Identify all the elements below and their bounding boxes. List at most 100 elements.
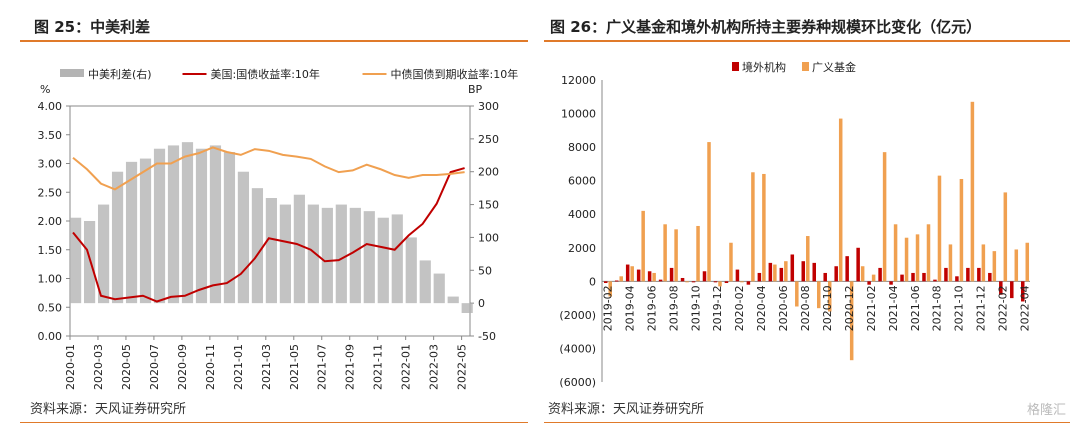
spread-bar [349,207,361,304]
y-right-unit: BP [468,83,483,96]
broad-fund-bar [652,272,656,282]
broad-fund-bar [817,281,821,309]
broad-fund-bar [915,234,920,282]
y-tick-label: 12000 [561,74,596,87]
x-tick-label: 2019-08 [667,285,680,331]
spread-bar [447,296,459,304]
foreign-inst-bar [845,256,849,282]
foreign-inst-bar [922,272,926,282]
bottom-divider [20,422,528,423]
y-right-tick-label: 150 [478,199,499,212]
spread-bar [377,217,389,304]
broad-fund-bar [641,210,645,282]
broad-fund-bar [1025,242,1030,282]
broad-fund-bar [970,101,975,282]
spread-bar [83,221,96,304]
x-tick-label: 2020-08 [799,285,812,331]
legend-swatch [732,62,739,71]
x-tick-label: 2021-09 [344,344,357,390]
y-tick-label: 0 [589,275,596,288]
broad-fund-bar [674,229,678,282]
spread-bar [195,148,208,304]
y-right-tick-label: 50 [478,264,492,277]
foreign-inst-bar [966,267,970,282]
y-tick-label: 2000 [568,242,596,255]
chart-title: 图 26：广义基金和境外机构所持主要券种规模环比变化（亿元） [550,18,982,36]
x-tick-label: 2020-07 [148,344,161,390]
x-tick-label: 2019-12 [711,285,724,331]
spread-bar [97,204,110,304]
foreign-inst-bar [724,281,729,284]
x-tick-label: 2019-04 [623,285,636,331]
spread-bars [70,142,473,313]
x-tick-label: 2021-12 [975,285,988,331]
source-note: 资料来源：天风证券研究所 [548,402,705,417]
foreign-inst-bar [625,264,630,282]
x-tick-label: 2022-01 [400,344,413,390]
foreign-inst-bar [944,267,948,282]
x-tick-label: 2020-04 [755,285,768,331]
x-tick-label: 2020-02 [733,285,746,331]
broad-fund-bar [926,224,931,282]
foreign-inst-bar [757,272,762,282]
legend: 境外机构 广义基金 [732,60,856,74]
broad-fund-bar [663,224,667,282]
y-left-tick-label: 2.50 [38,186,63,199]
foreign-inst-bar [735,269,740,282]
spread-bar [391,214,403,304]
spread-bar [293,194,305,304]
broad-fund-bar [784,261,788,282]
x-tick-label: 2022-05 [456,344,469,390]
spread-bar [433,273,445,304]
broad-fund-bar [795,281,799,307]
y-left-tick-label: 4.00 [38,100,63,113]
x-tick-label: 2019-06 [645,285,658,331]
x-tick-label: 2020-05 [120,344,133,390]
broad-fund-bar [882,152,887,282]
x-tick-label: 2022-03 [428,344,441,390]
legend: 中美利差(右) 美国:国债收益率:10年 中债国债到期收益率:10年 [60,67,518,81]
broad-fund-bar [740,281,744,283]
broad-fund-bar [762,173,766,282]
foreign-inst-bar [702,271,707,282]
y-tick-label: 8000 [568,141,596,154]
x-tick-label: 2020-09 [176,344,189,390]
y-tick-label: (6000) [559,376,596,389]
broad-fund-bar [849,281,854,361]
y-left-tick-label: 0.50 [38,301,63,314]
watermark-logo: 格隆汇 [1026,403,1066,418]
legend-label: 中债国债到期收益率:10年 [391,67,519,81]
spread-bar [251,188,264,304]
foreign-inst-bar [790,254,795,282]
foreign-inst-bar [680,277,685,282]
foreign-inst-bar [691,281,696,283]
y-right-tick-label: 300 [478,100,499,113]
y-right-tick-label: 100 [478,231,499,244]
foreign-inst-bar [603,281,608,284]
legend-label: 中美利差(右) [88,67,152,81]
broad-fund-bar [1014,249,1019,282]
x-tick-label: 2022-02 [997,285,1010,331]
x-tick-label: 2022-04 [1019,285,1032,331]
foreign-inst-bar [867,281,871,285]
foreign-inst-bar [933,279,937,282]
us-10y-line [72,167,465,303]
y-left-tick-label: 0.00 [38,330,63,343]
broad-fund-bar [981,244,986,282]
broad-fund-bar [904,237,909,282]
legend-label: 广义基金 [812,60,856,74]
foreign-inst-bar [988,272,992,282]
broad-fund-bar [806,236,810,282]
title-divider [544,40,1070,42]
broad-fund-bar [937,175,942,282]
spread-bar [237,171,250,304]
foreign-inst-bar [999,281,1003,295]
chart-title: 图 25：中美利差 [34,18,151,36]
x-tick-label: 2020-06 [777,285,790,331]
broad-fund-bar [608,281,612,297]
x-tick-label: 2020-11 [204,344,217,390]
foreign-inst-bar [768,262,773,282]
foreign-inst-bar [878,267,882,282]
title-divider [20,40,528,42]
x-tick-label: 2021-01 [232,344,245,390]
